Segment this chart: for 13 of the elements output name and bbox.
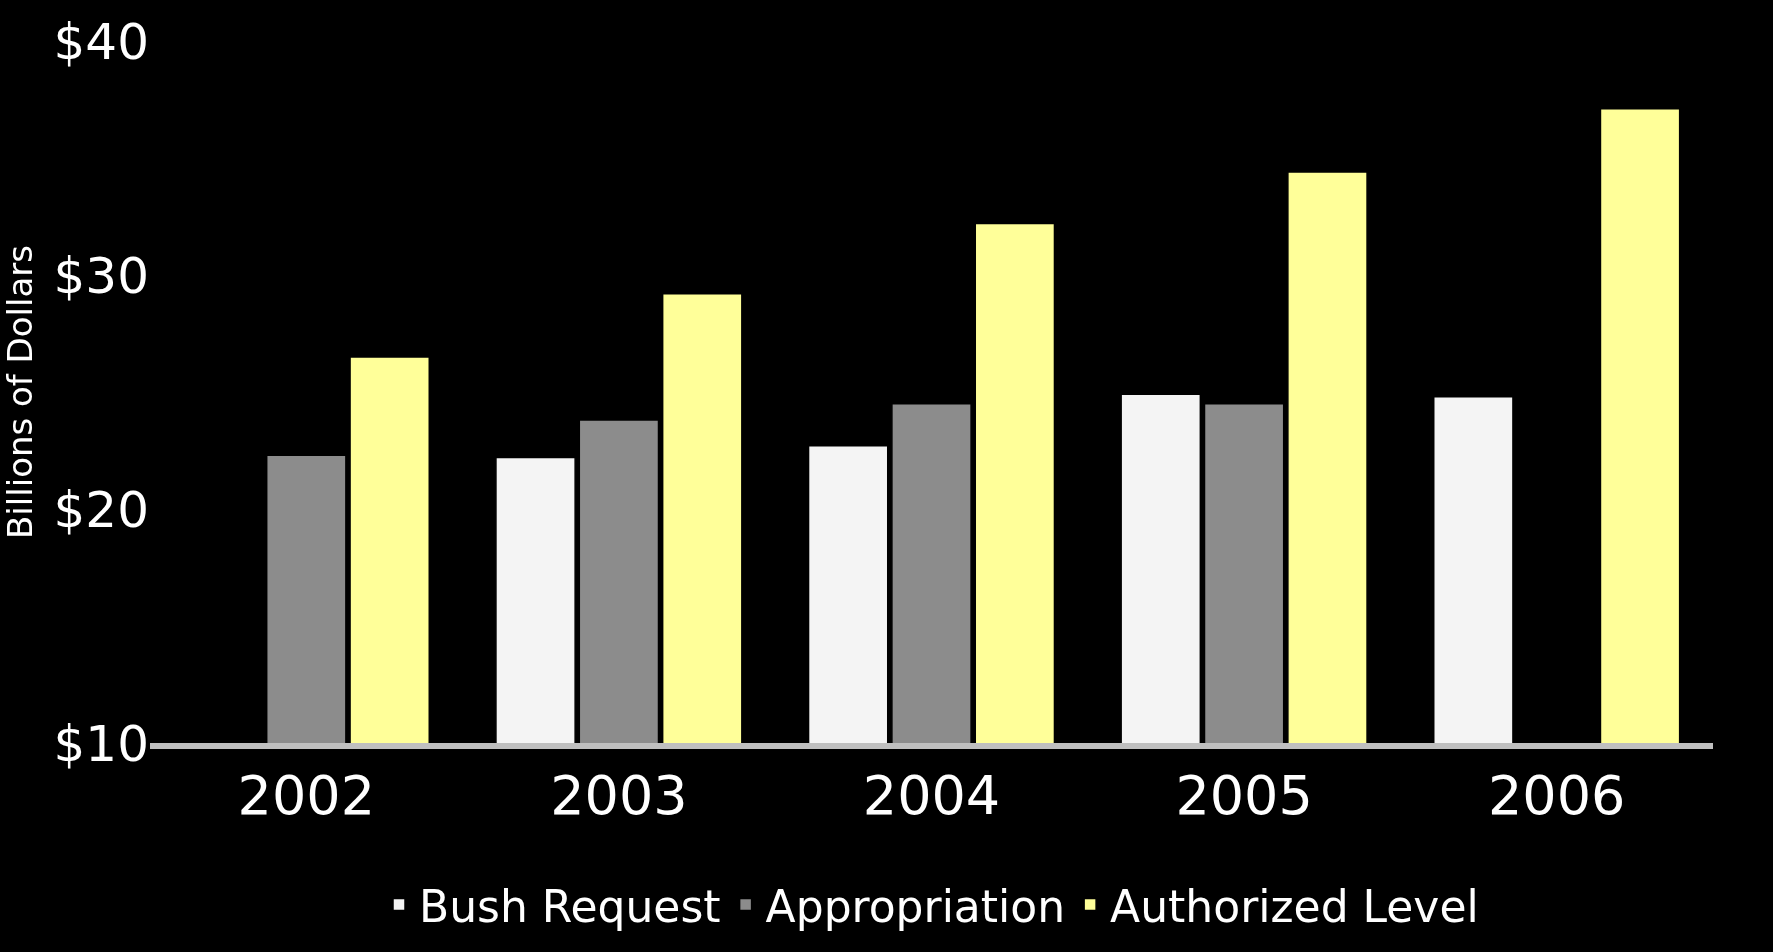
x-tick-label: 2005 [1175,763,1313,827]
legend-label: Authorized Level [1110,880,1479,932]
y-tick-label: $20 [53,480,149,539]
x-tick-label: 2004 [862,763,1001,827]
y-axis-title: Billions of Dollars [0,245,40,539]
y-tick-label: $30 [53,246,149,305]
x-tick-label: 2006 [1487,763,1626,827]
legend-label: Appropriation [765,880,1066,932]
y-tick-label: $40 [53,12,149,71]
x-tick-label: 2003 [550,763,688,827]
legend-label: Bush Request [419,880,721,932]
y-tick-label: $10 [53,714,149,773]
x-tick-label: 2002 [237,763,376,827]
